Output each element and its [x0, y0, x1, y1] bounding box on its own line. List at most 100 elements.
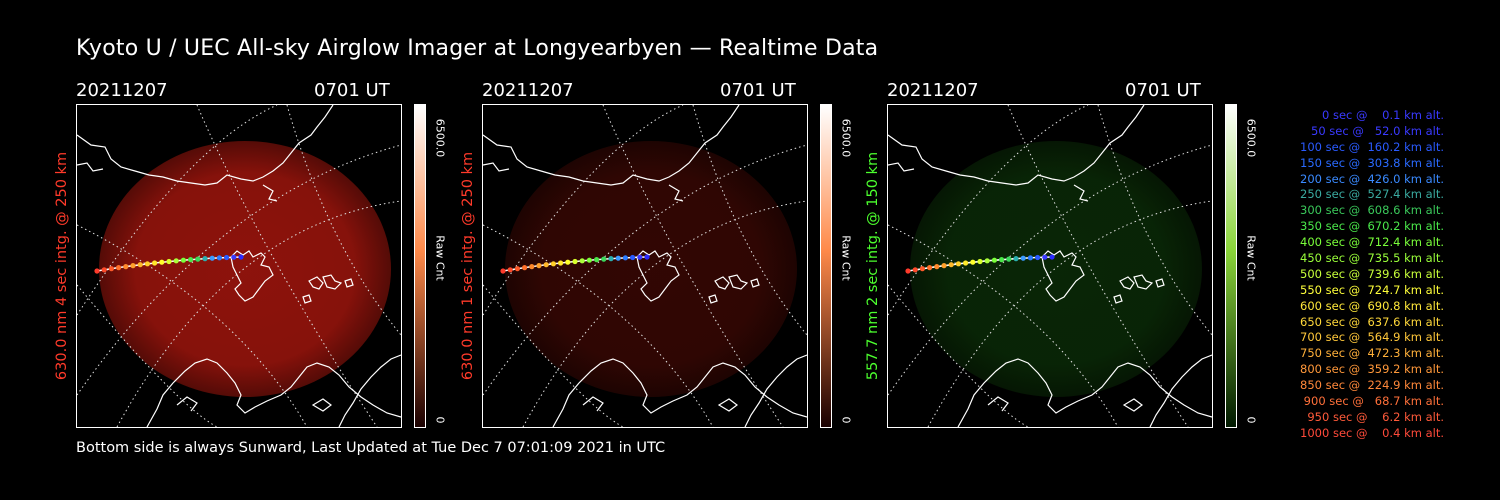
panel-date: 20211207: [887, 80, 979, 101]
color-bar-max: 6500.0: [433, 118, 447, 158]
trajectory-point: [919, 266, 925, 272]
coastline: [344, 278, 354, 288]
trajectory-legend: 0 sec @ 0.1 km alt. 50 sec @ 52.0 km alt…: [1260, 108, 1444, 442]
color-bar-max: 6500.0: [1244, 118, 1258, 158]
legend-entry: 800 sec @ 359.2 km alt.: [1296, 362, 1444, 377]
trajectory-point: [579, 258, 585, 264]
trajectory-point: [522, 265, 528, 271]
legend-entry: 450 sec @ 735.5 km alt.: [1296, 251, 1444, 266]
trajectory-point: [905, 268, 911, 274]
coastline: [1133, 274, 1154, 290]
trajectory-point: [543, 262, 549, 268]
lat-lon-gridline: [888, 284, 1029, 427]
lat-lon-gridline: [77, 284, 218, 427]
coastline: [750, 278, 760, 288]
trajectory-point: [101, 267, 107, 273]
trajectory-point: [507, 267, 513, 273]
legend-entry: 750 sec @ 472.3 km alt.: [1296, 346, 1444, 361]
coastline: [176, 396, 198, 412]
trajectory-point: [608, 256, 614, 262]
trajectory-point: [108, 266, 114, 272]
coastline: [338, 354, 401, 427]
trajectory-point: [955, 261, 961, 267]
color-bar-label: Raw Cnt: [1244, 235, 1258, 281]
color-bar: [1225, 104, 1237, 428]
trajectory-point: [934, 264, 940, 270]
color-bar-label: Raw Cnt: [839, 235, 853, 281]
trajectory-point: [130, 263, 136, 269]
lat-lon-gridline: [483, 144, 807, 396]
trajectory-point: [536, 263, 542, 269]
legend-entry: 150 sec @ 303.8 km alt.: [1296, 155, 1444, 170]
coastline: [888, 105, 1145, 186]
coastline: [552, 358, 807, 427]
legend-entry: 0 sec @ 0.1 km alt.: [1311, 108, 1444, 122]
panel-date: 20211207: [482, 80, 574, 101]
trajectory-point: [630, 254, 636, 261]
trajectory-point: [594, 257, 600, 263]
coastline: [888, 162, 915, 172]
trajectory-point: [116, 265, 122, 271]
legend-entry: 550 sec @ 724.7 km alt.: [1296, 282, 1444, 297]
trajectory-point: [500, 268, 506, 274]
lat-lon-gridline: [77, 105, 278, 316]
coastline: [582, 396, 604, 412]
lat-lon-gridline: [927, 200, 1212, 427]
coastline: [262, 184, 278, 202]
color-bar-label: Raw Cnt: [433, 235, 447, 281]
trajectory-point: [1049, 254, 1055, 260]
legend-entry: 50 sec @ 52.0 km alt.: [1303, 123, 1444, 138]
trajectory-point: [1020, 255, 1026, 261]
trajectory-point: [1035, 254, 1041, 261]
coastline: [483, 105, 740, 186]
lat-lon-gridline: [888, 144, 1212, 396]
trajectory-point: [188, 257, 194, 263]
coastline: [1119, 276, 1135, 290]
trajectory-point: [963, 260, 969, 266]
coastline: [957, 358, 1212, 427]
legend-entry: 350 sec @ 670.2 km alt.: [1296, 219, 1444, 234]
trajectory-point: [216, 255, 222, 261]
trajectory-point: [977, 258, 983, 265]
coastline: [744, 354, 807, 427]
allsky-image: [76, 104, 402, 428]
trajectory-point: [202, 256, 208, 262]
coastline: [717, 398, 738, 412]
footer-note: Bottom side is always Sunward, Last Upda…: [76, 440, 666, 456]
panel-time: 0701 UT: [314, 80, 390, 101]
panel-wavelength-label: 630.0 nm 1 sec intg. @ 250 km: [460, 151, 476, 381]
trajectory-point: [637, 254, 643, 260]
trajectory-point: [144, 261, 150, 267]
trajectory-point: [173, 258, 179, 264]
panel-time: 0701 UT: [720, 80, 796, 101]
coastline: [636, 250, 680, 302]
trajectory-point: [550, 261, 556, 267]
legend-entry: 250 sec @ 527.4 km alt.: [1296, 187, 1444, 202]
lat-lon-gridline: [286, 105, 401, 336]
coastline: [146, 358, 401, 427]
trajectory-point: [94, 268, 100, 274]
legend-entry: 1000 sec @ 0.4 km alt.: [1300, 425, 1444, 440]
color-bar: [414, 104, 426, 428]
trajectory-point: [209, 255, 215, 261]
panel-wavelength-label: 557.7 nm 2 sec intg. @ 150 km: [865, 151, 881, 381]
coastline: [1155, 278, 1165, 288]
trajectory-point: [622, 255, 628, 261]
lat-lon-gridline: [483, 224, 714, 427]
trajectory-point: [912, 267, 918, 273]
legend-entry: 400 sec @ 712.4 km alt.: [1296, 235, 1444, 250]
trajectory-point: [565, 259, 571, 265]
trajectory-point: [180, 257, 186, 263]
allsky-map: [483, 105, 807, 427]
panel-time: 0701 UT: [1125, 80, 1201, 101]
allsky-image: [887, 104, 1213, 428]
lat-lon-gridline: [483, 105, 684, 316]
legend-entry: 950 sec @ 6.2 km alt.: [1303, 409, 1444, 424]
coastline: [77, 105, 334, 186]
allsky-map: [77, 105, 401, 427]
coastline: [1113, 294, 1123, 304]
trajectory-point: [586, 257, 592, 263]
allsky-image: [482, 104, 808, 428]
coastline: [1041, 250, 1085, 302]
legend-entry: 600 sec @ 690.8 km alt.: [1296, 298, 1444, 313]
